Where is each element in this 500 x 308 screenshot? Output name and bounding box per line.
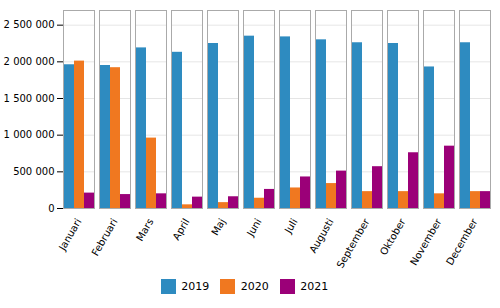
svg-text:1 000 000: 1 000 000 [4, 129, 55, 140]
svg-text:Mars: Mars [134, 217, 156, 243]
svg-text:1 500 000: 1 500 000 [4, 93, 55, 104]
svg-text:Oktober: Oktober [378, 216, 408, 257]
svg-text:Februari: Februari [89, 217, 119, 258]
svg-text:Augusti: Augusti [307, 217, 335, 255]
svg-text:Maj: Maj [209, 217, 227, 238]
svg-text:0: 0 [48, 203, 54, 214]
svg-text:December: December [444, 216, 480, 267]
svg-text:Juli: Juli [282, 217, 299, 236]
svg-text:April: April [171, 217, 192, 242]
html-text:2019: 2019 [181, 280, 210, 293]
html-text:2021: 2021 [300, 280, 329, 293]
svg-text:November: November [408, 216, 444, 267]
svg-text:September: September [334, 216, 372, 270]
svg-text:Januari: Januari [56, 217, 83, 253]
svg-text:Juni: Juni [244, 217, 263, 239]
svg-text:500 000: 500 000 [13, 166, 54, 177]
svg-text:2 500 000: 2 500 000 [4, 19, 55, 30]
svg-text:2 000 000: 2 000 000 [4, 56, 55, 67]
html-text:2020: 2020 [240, 280, 269, 293]
